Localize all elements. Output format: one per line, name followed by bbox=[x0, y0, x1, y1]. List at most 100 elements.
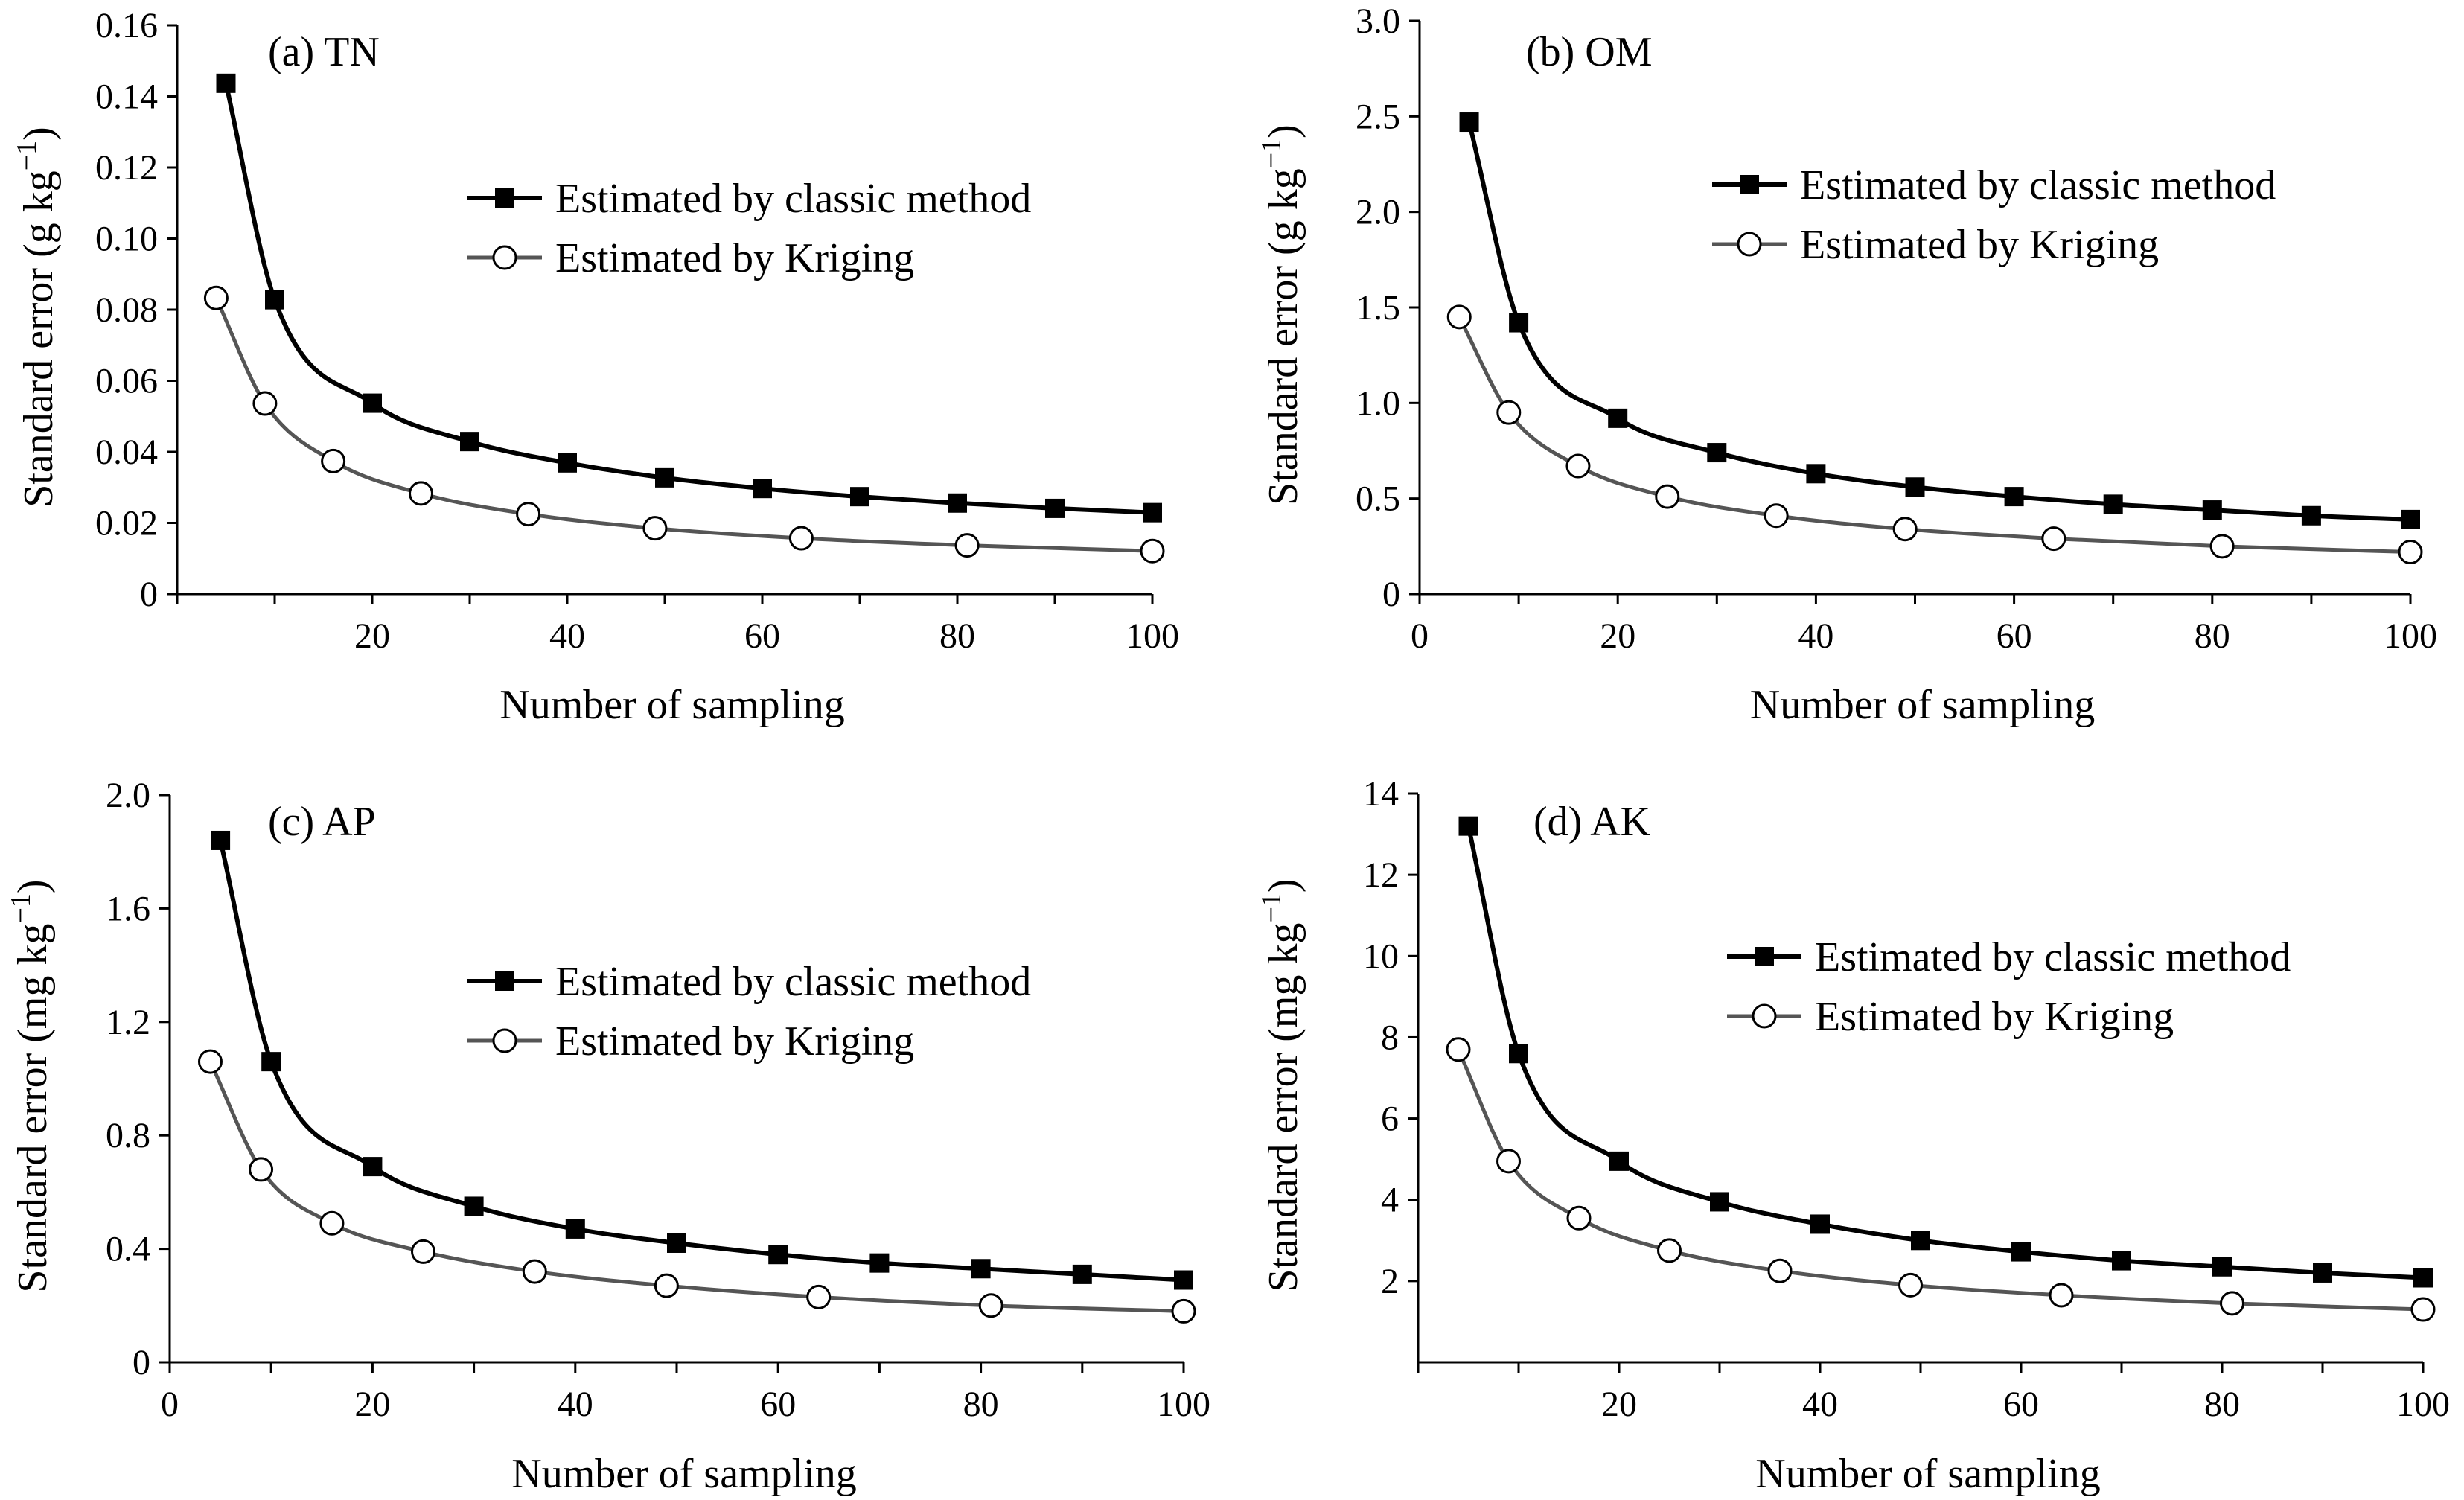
data-point-circle bbox=[203, 285, 229, 310]
series-line-kriging bbox=[1456, 1048, 2424, 1312]
y-axis-title-text: Standard error (mg kg bbox=[10, 924, 56, 1293]
x-axis-title: Number of sampling bbox=[1750, 682, 2095, 728]
data-point-circle bbox=[642, 516, 668, 541]
data-point-circle bbox=[654, 1273, 679, 1298]
data-point-square bbox=[869, 1253, 890, 1273]
x-tick-label: 80 bbox=[963, 1385, 999, 1424]
data-point-circle bbox=[2410, 1297, 2436, 1322]
y-tick-label: 8 bbox=[1381, 1018, 1399, 1057]
data-point-square bbox=[1072, 1264, 1092, 1284]
data-point-circle bbox=[411, 1239, 435, 1264]
data-point-square bbox=[850, 487, 869, 507]
y-tick-label: 4 bbox=[1381, 1181, 1399, 1220]
x-tick-label: 40 bbox=[1798, 616, 1833, 656]
y-tick-label: 2 bbox=[1381, 1262, 1399, 1301]
x-tick-label: 100 bbox=[1126, 616, 1179, 656]
y-tick-label: 1.6 bbox=[106, 889, 150, 928]
x-tick-label: 40 bbox=[549, 616, 585, 656]
data-point-square bbox=[1609, 1151, 1629, 1171]
data-point-circle bbox=[2041, 526, 2066, 552]
y-axis-title-superscript: −1 bbox=[1256, 138, 1287, 168]
data-point-square bbox=[2011, 1242, 2031, 1262]
y-axis-title-superscript: −1 bbox=[11, 141, 42, 170]
data-point-circle bbox=[1171, 1298, 1196, 1324]
data-point-circle bbox=[788, 526, 814, 551]
y-axis-title-text: Standard error (mg kg bbox=[1260, 923, 1306, 1292]
legend-entry: Estimated by classic method bbox=[1815, 934, 2291, 980]
y-tick-label: 1.2 bbox=[106, 1003, 150, 1042]
data-point-circle bbox=[1898, 1272, 1923, 1298]
x-tick-label: 20 bbox=[1600, 616, 1635, 656]
y-tick-label: 6 bbox=[1381, 1100, 1399, 1139]
y-tick-label: 0.4 bbox=[106, 1230, 150, 1269]
data-point-square bbox=[1509, 1044, 1528, 1064]
y-tick-label: 0 bbox=[133, 1343, 150, 1382]
data-point-circle bbox=[978, 1293, 1003, 1318]
series-line-classic bbox=[1466, 121, 2411, 522]
data-point-square bbox=[1509, 313, 1529, 333]
data-point-circle bbox=[1496, 400, 1522, 425]
y-axis-title: Standard error (mg kg−1) bbox=[1256, 878, 1306, 1292]
data-point-circle bbox=[2220, 1291, 2244, 1316]
data-point-square bbox=[464, 1196, 484, 1216]
y-tick-label: 0.02 bbox=[95, 504, 158, 543]
y-tick-label: 0.08 bbox=[95, 290, 158, 330]
data-point-square bbox=[1911, 1231, 1930, 1251]
data-point-circle bbox=[1496, 1149, 1521, 1174]
data-point-circle bbox=[2398, 540, 2423, 565]
data-point-square bbox=[216, 73, 236, 93]
x-tick-label: 20 bbox=[354, 1385, 390, 1424]
data-point-circle bbox=[806, 1284, 832, 1309]
chart-panel-1: 0 0.5 1.0 1.5 2.0 2.5 3.0 0 20 40 60 80 100 Number of… bbox=[1256, 1, 2437, 728]
data-point-square bbox=[1707, 443, 1727, 463]
data-point-circle bbox=[1446, 304, 1472, 330]
y-tick-label: 2.0 bbox=[1356, 193, 1400, 232]
data-point-square bbox=[2301, 505, 2321, 526]
x-tick-label: 40 bbox=[1802, 1385, 1838, 1424]
data-point-square bbox=[2202, 500, 2222, 520]
x-tick-label: 100 bbox=[2384, 616, 2437, 656]
x-tick-label: 60 bbox=[760, 1385, 796, 1424]
data-point-circle bbox=[409, 481, 433, 506]
x-axis-title: Number of sampling bbox=[1755, 1451, 2100, 1497]
x-tick-label: 60 bbox=[1997, 616, 2032, 656]
x-tick-label: 40 bbox=[558, 1385, 593, 1424]
legend-marker-circle bbox=[1752, 1003, 1777, 1029]
x-tick-label: 20 bbox=[1601, 1385, 1637, 1424]
panel-label: (d) AK bbox=[1533, 799, 1650, 845]
x-tick-label: 20 bbox=[354, 616, 390, 656]
y-axis-title: Standard error (g kg−1) bbox=[11, 127, 62, 508]
data-point-square bbox=[667, 1233, 686, 1253]
y-axis-title-close: ) bbox=[10, 879, 56, 893]
y-tick-label: 1.0 bbox=[1356, 383, 1400, 423]
x-tick-label: 100 bbox=[1157, 1385, 1210, 1424]
y-tick-label: 0 bbox=[1382, 575, 1400, 614]
legend-entry: Estimated by classic method bbox=[1800, 162, 2276, 208]
chart-panel-3: 2 4 6 8 10 12 14 20 40 60 80 100 Number of sampling S… bbox=[1256, 774, 2450, 1497]
data-point-square bbox=[460, 432, 479, 452]
data-point-circle bbox=[522, 1259, 547, 1284]
panel-label: (a) TN bbox=[268, 29, 380, 75]
x-tick-label: 60 bbox=[744, 616, 780, 656]
data-point-square bbox=[1806, 464, 1826, 484]
legend-marker-square bbox=[1755, 947, 1774, 966]
data-point-square bbox=[211, 830, 231, 850]
data-point-square bbox=[565, 1219, 585, 1239]
y-axis-title-close: ) bbox=[16, 127, 62, 141]
data-point-square bbox=[265, 290, 284, 310]
data-point-square bbox=[2103, 494, 2123, 514]
legend-marker-square bbox=[495, 188, 514, 208]
data-point-circle bbox=[954, 533, 980, 558]
data-point-square bbox=[1459, 112, 1479, 133]
x-tick-label: 0 bbox=[161, 1385, 179, 1424]
x-axis-title: Number of sampling bbox=[511, 1451, 856, 1497]
data-point-circle bbox=[1764, 503, 1789, 529]
data-point-circle bbox=[252, 391, 278, 416]
legend-marker-circle bbox=[492, 1028, 517, 1053]
chart-panel-0: 0 0.02 0.04 0.06 0.08 0.10 0.12 0.14 0.16 20 40 60 8… bbox=[11, 6, 1179, 728]
data-point-circle bbox=[319, 1210, 345, 1236]
data-point-circle bbox=[249, 1157, 274, 1182]
data-point-square bbox=[948, 493, 967, 513]
data-point-circle bbox=[1657, 1238, 1682, 1263]
data-point-circle bbox=[1140, 538, 1165, 564]
